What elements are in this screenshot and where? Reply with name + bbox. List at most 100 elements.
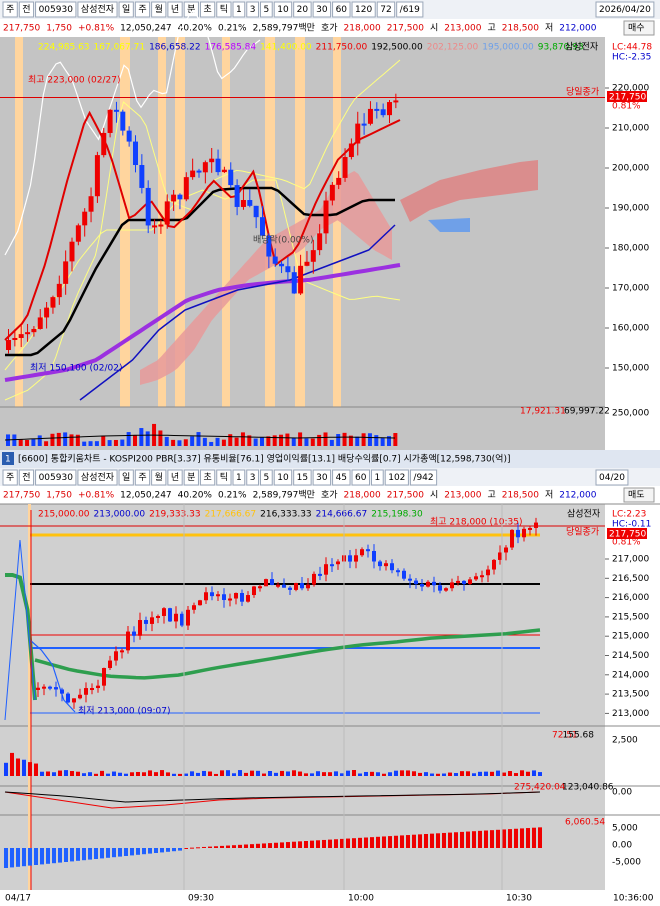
toolbar-button-bg[interactable] xyxy=(18,469,35,486)
toolbar-button[interactable]: 30 xyxy=(316,5,328,15)
toolbar-button[interactable]: 005930 xyxy=(39,473,74,483)
toolbar-button[interactable]: 10 xyxy=(277,473,289,483)
toolbar-button-bg[interactable] xyxy=(259,469,273,486)
toolbar-button-bg[interactable] xyxy=(273,1,293,18)
toolbar-button-bg[interactable] xyxy=(35,1,77,18)
toolbar-button[interactable]: 삼성전자 xyxy=(81,472,115,483)
toolbar-button-bg[interactable] xyxy=(183,469,199,486)
toolbar-button[interactable]: 120 xyxy=(355,5,372,15)
volume-bar xyxy=(94,441,99,446)
toolbar-button-bg[interactable] xyxy=(2,469,18,486)
toolbar-button-bg[interactable] xyxy=(216,469,232,486)
toolbar-button-bg[interactable] xyxy=(134,1,151,18)
toolbar-button-bg[interactable] xyxy=(199,1,216,18)
toolbar-button-bg[interactable] xyxy=(151,469,167,486)
toolbar-button[interactable]: 전 xyxy=(22,472,30,483)
toolbar-button-bg[interactable] xyxy=(293,1,312,18)
toolbar-button-bg[interactable] xyxy=(409,469,438,486)
toolbar-button[interactable]: /619 xyxy=(400,5,420,15)
toolbar-button[interactable]: 월 xyxy=(155,3,163,15)
toolbar-button[interactable]: 1 xyxy=(236,473,242,483)
toolbar-button[interactable]: 틱 xyxy=(220,3,228,15)
toolbar-button[interactable]: 45 xyxy=(336,473,347,483)
osc-bar xyxy=(364,837,368,848)
toolbar-button-bg[interactable] xyxy=(396,1,424,18)
toolbar-button[interactable]: 3 xyxy=(250,5,256,15)
toolbar-button-bg[interactable] xyxy=(384,469,409,486)
toolbar-button-bg[interactable] xyxy=(134,469,151,486)
toolbar-button-bg[interactable] xyxy=(216,1,232,18)
toolbar-button-bg[interactable] xyxy=(151,1,167,18)
toolbar-button-bg[interactable] xyxy=(351,469,370,486)
toolbar-button[interactable]: 102 xyxy=(388,473,405,483)
toolbar-button[interactable]: 주 xyxy=(138,4,146,15)
toolbar-button-bg[interactable] xyxy=(199,469,216,486)
toolbar-button[interactable]: 1 xyxy=(374,473,380,483)
toolbar-button-bg[interactable] xyxy=(370,469,384,486)
toolbar-button[interactable]: 72 xyxy=(380,5,391,15)
x-axis xyxy=(0,890,660,906)
toolbar-button-bg[interactable] xyxy=(2,1,18,18)
toolbar-button-bg[interactable] xyxy=(167,469,183,486)
toolbar-button[interactable]: 년 xyxy=(171,4,179,15)
toolbar-button[interactable]: 60 xyxy=(336,5,348,15)
toolbar-button-bg[interactable] xyxy=(246,469,259,486)
toolbar-button[interactable]: 1 xyxy=(236,5,242,15)
button-bg[interactable] xyxy=(623,20,655,36)
toolbar-button-bg[interactable] xyxy=(246,1,259,18)
toolbar-button-bg[interactable] xyxy=(332,469,351,486)
toolbar-button[interactable]: 월 xyxy=(155,471,163,483)
toolbar-button[interactable]: 분 xyxy=(187,472,195,483)
toolbar-button[interactable]: 2026/04/20 xyxy=(599,5,651,15)
toolbar-button[interactable]: 년 xyxy=(171,472,179,483)
toolbar-button-bg[interactable] xyxy=(232,1,246,18)
toolbar-button[interactable]: 주 xyxy=(6,4,14,15)
toolbar-button[interactable]: 일 xyxy=(122,472,130,483)
toolbar-button[interactable]: 초 xyxy=(203,4,211,15)
toolbar-button-bg[interactable] xyxy=(18,1,35,18)
button[interactable]: 매수 xyxy=(628,23,645,34)
toolbar-button[interactable]: 주 xyxy=(138,472,146,483)
toolbar-button[interactable]: 60 xyxy=(355,473,367,483)
toolbar-button-bg[interactable] xyxy=(118,1,134,18)
toolbar-button-bg[interactable] xyxy=(312,469,332,486)
legend-value: 213,000.00 xyxy=(94,510,146,520)
volume-bar xyxy=(460,771,464,776)
toolbar-button[interactable]: 20 xyxy=(297,5,309,15)
toolbar-button-bg[interactable] xyxy=(332,1,351,18)
toolbar-button-bg[interactable] xyxy=(293,469,312,486)
toolbar-button[interactable]: 분 xyxy=(187,4,195,15)
volume-bar xyxy=(322,772,326,776)
toolbar-button[interactable]: 주 xyxy=(6,472,14,483)
toolbar-button-bg[interactable] xyxy=(35,469,77,486)
toolbar-button[interactable]: /942 xyxy=(413,473,433,483)
toolbar-button-bg[interactable] xyxy=(312,1,332,18)
toolbar-button[interactable]: 005930 xyxy=(39,5,74,15)
toolbar-button-bg[interactable] xyxy=(595,1,655,18)
toolbar-button[interactable]: 30 xyxy=(316,473,328,483)
toolbar-button[interactable]: 5 xyxy=(263,473,269,483)
toolbar-button[interactable]: 15 xyxy=(297,473,308,483)
button-bg[interactable] xyxy=(623,487,655,503)
toolbar-button[interactable]: 틱 xyxy=(220,471,228,483)
toolbar-button-bg[interactable] xyxy=(118,469,134,486)
toolbar-button[interactable]: 10 xyxy=(277,5,289,15)
toolbar-button[interactable]: 삼성전자 xyxy=(81,4,115,15)
button[interactable]: 매도 xyxy=(628,490,645,501)
toolbar-button-bg[interactable] xyxy=(351,1,376,18)
toolbar-button[interactable]: 전 xyxy=(22,4,30,15)
toolbar-button-bg[interactable] xyxy=(77,469,118,486)
toolbar-button-bg[interactable] xyxy=(232,469,246,486)
toolbar-button[interactable]: 04/20 xyxy=(599,473,625,483)
toolbar-button[interactable]: 5 xyxy=(263,5,269,15)
toolbar-button-bg[interactable] xyxy=(77,1,118,18)
toolbar-button-bg[interactable] xyxy=(167,1,183,18)
toolbar-button[interactable]: 초 xyxy=(203,472,211,483)
toolbar-button-bg[interactable] xyxy=(273,469,293,486)
toolbar-button-bg[interactable] xyxy=(259,1,273,18)
line-black xyxy=(4,791,541,803)
toolbar-button[interactable]: 일 xyxy=(122,4,130,15)
toolbar-button-bg[interactable] xyxy=(376,1,396,18)
toolbar-button[interactable]: 3 xyxy=(250,473,256,483)
toolbar-button-bg[interactable] xyxy=(595,469,629,486)
